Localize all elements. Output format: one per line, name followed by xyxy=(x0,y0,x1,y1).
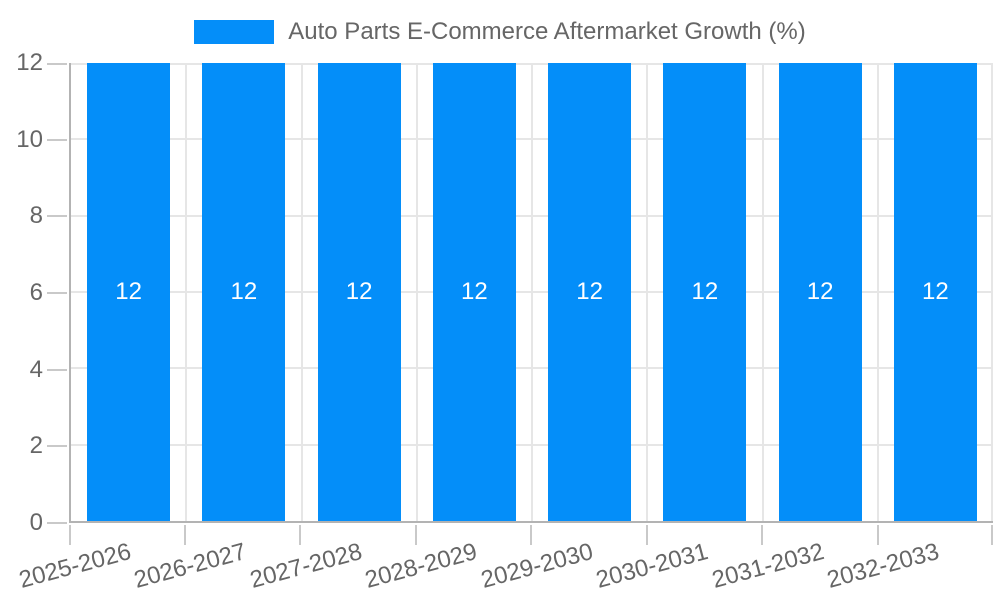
gridline-vertical xyxy=(185,63,188,521)
bar-value-label: 12 xyxy=(230,278,258,305)
x-tick-mark xyxy=(414,525,417,545)
gridline-vertical xyxy=(991,63,993,521)
gridline-vertical xyxy=(646,63,649,521)
x-tick-mark xyxy=(761,525,763,545)
y-tick-mark xyxy=(47,292,67,294)
bar-2031-2032[interactable]: 12 xyxy=(778,63,862,521)
x-axis-ticks xyxy=(69,525,993,545)
legend-label: Auto Parts E-Commerce Aftermarket Growth… xyxy=(288,18,806,45)
y-tick-mark xyxy=(47,138,67,141)
gridline-vertical xyxy=(415,63,418,521)
bar-2025-2026[interactable]: 12 xyxy=(87,63,171,521)
bar-value-label: 12 xyxy=(691,278,719,305)
bar-2028-2029[interactable]: 12 xyxy=(432,63,516,521)
bar-value-label: 12 xyxy=(576,278,603,305)
bar-value-label: 12 xyxy=(806,278,834,305)
bar-2032-2033[interactable]: 12 xyxy=(893,63,977,521)
y-tick-mark xyxy=(47,368,67,371)
bar-2027-2028[interactable]: 12 xyxy=(317,63,401,521)
x-tick-mark xyxy=(991,525,993,545)
x-axis-labels: 2025-2026 2026-2027 2027-2028 2028-2029 … xyxy=(0,538,1000,600)
x-tick-mark xyxy=(876,525,879,545)
x-tick-mark xyxy=(299,525,301,545)
x-tick-mark xyxy=(69,525,71,545)
bar-value-label: 12 xyxy=(115,278,142,305)
y-axis-tick-label: 0 xyxy=(29,509,43,536)
y-axis-ticks xyxy=(47,63,67,524)
gridline-vertical xyxy=(531,63,533,521)
plot-area: 12 12 12 12 12 12 12 12 xyxy=(69,63,993,523)
x-tick-mark xyxy=(645,525,648,545)
y-axis-tick-label: 4 xyxy=(29,355,43,383)
y-axis-tick-label: 12 xyxy=(16,49,43,76)
y-axis-labels: 12 10 8 6 4 2 0 xyxy=(0,49,43,536)
x-tick-mark xyxy=(530,525,532,545)
y-axis-tick-label: 10 xyxy=(16,125,43,153)
y-tick-mark xyxy=(47,522,67,524)
bar-2030-2031[interactable]: 12 xyxy=(663,63,747,521)
y-axis-tick-label: 6 xyxy=(29,279,43,306)
y-tick-mark xyxy=(47,215,67,218)
gridline-vertical xyxy=(761,63,764,521)
gridline-vertical xyxy=(876,63,879,521)
bar-2026-2027[interactable]: 12 xyxy=(202,63,286,521)
bar-value-label: 12 xyxy=(922,278,949,305)
x-tick-mark xyxy=(183,525,186,545)
bar-value-label: 12 xyxy=(461,278,488,305)
gridline-vertical xyxy=(300,63,303,521)
y-tick-mark xyxy=(47,445,67,448)
y-axis-tick-label: 2 xyxy=(29,432,43,460)
legend[interactable]: Auto Parts E-Commerce Aftermarket Growth… xyxy=(0,19,1000,45)
legend-swatch-icon xyxy=(194,20,275,44)
bar-2029-2030[interactable]: 12 xyxy=(548,63,632,521)
y-axis-tick-label: 8 xyxy=(29,202,43,230)
y-tick-mark xyxy=(47,63,67,65)
bar-value-label: 12 xyxy=(345,278,373,305)
